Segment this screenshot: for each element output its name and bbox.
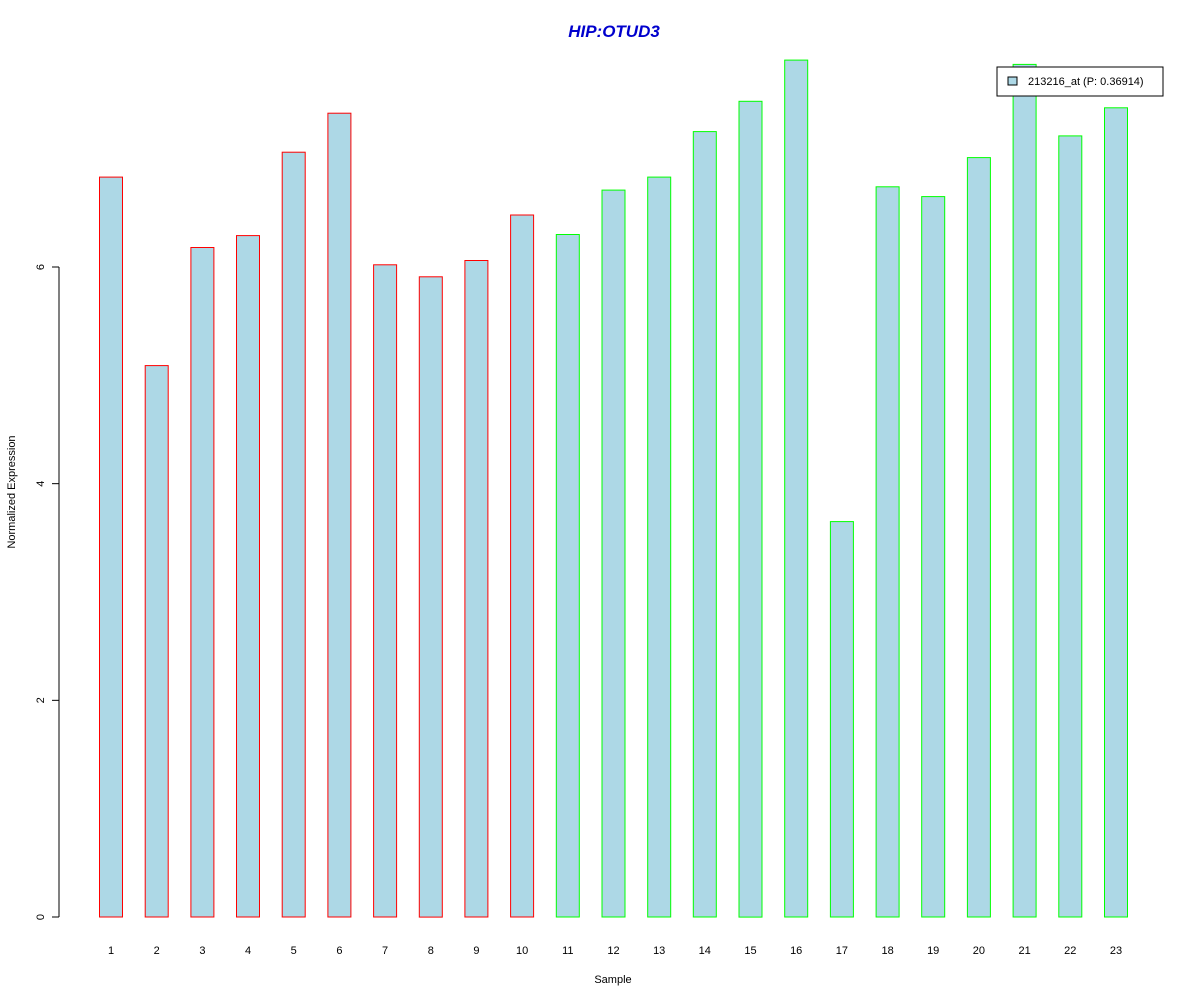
bar-sample-12 bbox=[601, 189, 626, 918]
bar-sample-13 bbox=[647, 176, 672, 918]
y-tick-label: 2 bbox=[35, 697, 47, 703]
bar-sample-2 bbox=[144, 365, 169, 918]
bar-sample-1 bbox=[99, 176, 123, 918]
bar-sample-20 bbox=[966, 157, 991, 918]
y-axis: 0 2 4 6 bbox=[35, 264, 60, 920]
bar-sample-18 bbox=[875, 186, 900, 918]
bar-sample-5 bbox=[281, 151, 306, 918]
bar-sample-7 bbox=[373, 264, 398, 918]
x-tick-label: 23 bbox=[1110, 945, 1122, 957]
x-tick-label: 3 bbox=[199, 945, 205, 957]
x-axis-tick-labels: 1 2 3 4 5 6 7 8 9 10 11 12 13 14 15 16 17 18 19 20 21 22 23 bbox=[108, 945, 1122, 957]
x-tick-label: 15 bbox=[744, 945, 756, 957]
x-tick-label: 19 bbox=[927, 945, 939, 957]
x-tick-label: 18 bbox=[881, 945, 893, 957]
x-axis-label: Sample bbox=[594, 974, 631, 986]
bar-sample-22 bbox=[1058, 135, 1083, 918]
bar-sample-14 bbox=[692, 131, 717, 918]
bar-sample-17 bbox=[829, 521, 854, 918]
x-tick-label: 5 bbox=[291, 945, 297, 957]
x-tick-label: 22 bbox=[1064, 945, 1076, 957]
bar-sample-3 bbox=[190, 247, 215, 918]
x-tick-label: 4 bbox=[245, 945, 251, 957]
legend: 213216_at (P: 0.36914) bbox=[996, 66, 1164, 97]
x-tick-label: 10 bbox=[516, 945, 528, 957]
x-tick-label: 16 bbox=[790, 945, 802, 957]
x-tick-label: 21 bbox=[1018, 945, 1030, 957]
y-axis-label: Normalized Expression bbox=[6, 435, 18, 548]
legend-box bbox=[996, 66, 1164, 97]
bar-sample-11 bbox=[555, 234, 580, 918]
bar-sample-15 bbox=[738, 100, 763, 918]
x-tick-label: 6 bbox=[336, 945, 342, 957]
x-tick-label: 9 bbox=[473, 945, 479, 957]
y-tick-label: 0 bbox=[35, 914, 47, 920]
x-tick-label: 1 bbox=[108, 945, 114, 957]
bar-sample-4 bbox=[236, 235, 260, 918]
x-tick-label: 11 bbox=[562, 945, 573, 957]
x-tick-label: 20 bbox=[973, 945, 985, 957]
x-tick-label: 12 bbox=[607, 945, 619, 957]
x-tick-label: 14 bbox=[699, 945, 711, 957]
legend-label: 213216_at (P: 0.36914) bbox=[1028, 76, 1144, 88]
bar-sample-10 bbox=[510, 214, 535, 918]
chart-title: HIP:OTUD3 bbox=[568, 22, 660, 41]
bar-sample-23 bbox=[1104, 107, 1128, 918]
y-tick-label: 6 bbox=[35, 264, 47, 270]
bar-sample-16 bbox=[784, 59, 809, 918]
bar-sample-19 bbox=[921, 196, 946, 918]
x-tick-label: 8 bbox=[428, 945, 434, 957]
x-tick-label: 7 bbox=[382, 945, 388, 957]
bar-sample-6 bbox=[327, 112, 352, 918]
x-tick-label: 17 bbox=[836, 945, 848, 957]
bar-sample-9 bbox=[464, 260, 489, 918]
x-tick-label: 2 bbox=[154, 945, 160, 957]
legend-swatch bbox=[1007, 76, 1018, 86]
bar-sample-8 bbox=[418, 276, 443, 918]
bars bbox=[99, 59, 1128, 918]
y-tick-label: 4 bbox=[35, 481, 47, 487]
bar-sample-21 bbox=[1012, 63, 1037, 918]
x-tick-label: 13 bbox=[653, 945, 665, 957]
